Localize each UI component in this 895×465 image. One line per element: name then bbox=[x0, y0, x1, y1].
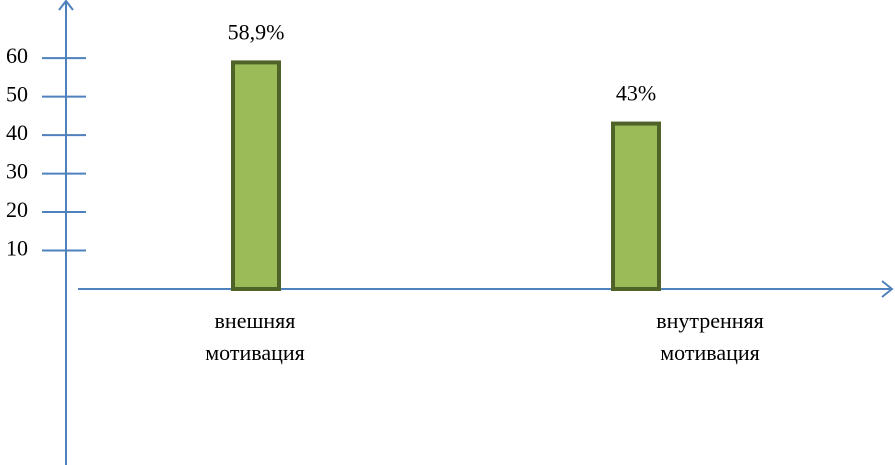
value-label: 58,9% bbox=[228, 19, 285, 44]
y-tick-label: 10 bbox=[6, 236, 28, 261]
x-axis-arrow bbox=[881, 280, 894, 298]
y-tick-label: 30 bbox=[6, 159, 28, 184]
bar bbox=[231, 60, 281, 292]
y-tick-label: 60 bbox=[6, 43, 28, 68]
y-tick-label: 40 bbox=[6, 120, 28, 145]
bar bbox=[611, 121, 661, 291]
y-tick-label: 50 bbox=[6, 82, 28, 107]
y-tick-label: 20 bbox=[6, 197, 28, 222]
x-tick-label: внутренняя мотивация bbox=[656, 308, 764, 365]
y-axis-arrow bbox=[58, 0, 74, 11]
value-label: 43% bbox=[616, 81, 656, 106]
x-tick-label: внешняя мотивация bbox=[205, 308, 305, 365]
